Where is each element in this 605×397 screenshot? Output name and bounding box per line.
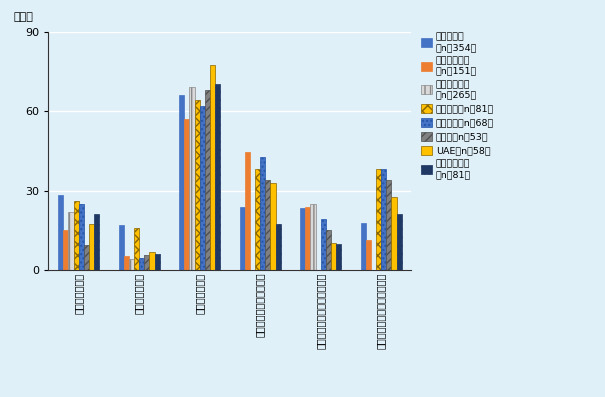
Bar: [134, 227, 139, 270]
Bar: [119, 225, 124, 270]
Bar: [391, 197, 397, 270]
Bar: [68, 212, 74, 270]
Bar: [129, 259, 134, 270]
Bar: [89, 224, 94, 270]
Bar: [83, 245, 89, 270]
Bar: [64, 230, 68, 270]
Bar: [195, 100, 200, 270]
Bar: [215, 84, 220, 270]
Bar: [306, 207, 310, 270]
Bar: [300, 208, 306, 270]
Bar: [381, 169, 387, 270]
Bar: [260, 157, 265, 270]
Bar: [325, 230, 331, 270]
Bar: [145, 255, 149, 270]
Bar: [124, 256, 129, 270]
Bar: [58, 195, 63, 270]
Bar: [331, 243, 336, 270]
Bar: [397, 214, 402, 270]
Legend: 中国・華東
（n＝354）, シンガポール
（n＝151）, インドネシア
（n＝265）, メキシコ（n＝81）, ブラジル（n＝68）, ロシア（n＝53）: 中国・華東 （n＝354）, シンガポール （n＝151）, インドネシア （n…: [420, 32, 495, 180]
Bar: [74, 201, 79, 270]
Bar: [244, 152, 250, 270]
Bar: [210, 65, 215, 270]
Bar: [179, 95, 185, 270]
Bar: [185, 119, 189, 270]
Bar: [376, 169, 381, 270]
Bar: [79, 204, 83, 270]
Bar: [94, 214, 99, 270]
Bar: [240, 207, 244, 270]
Bar: [365, 240, 371, 270]
Bar: [321, 220, 325, 270]
Bar: [265, 180, 270, 270]
Bar: [255, 169, 260, 270]
Bar: [336, 244, 341, 270]
Y-axis label: （％）: （％）: [13, 12, 33, 22]
Bar: [361, 223, 365, 270]
Bar: [270, 183, 276, 270]
Bar: [139, 258, 145, 270]
Bar: [200, 106, 204, 270]
Bar: [204, 90, 210, 270]
Bar: [155, 254, 160, 270]
Bar: [149, 252, 154, 270]
Bar: [310, 204, 316, 270]
Bar: [189, 87, 195, 270]
Bar: [275, 224, 281, 270]
Bar: [387, 180, 391, 270]
